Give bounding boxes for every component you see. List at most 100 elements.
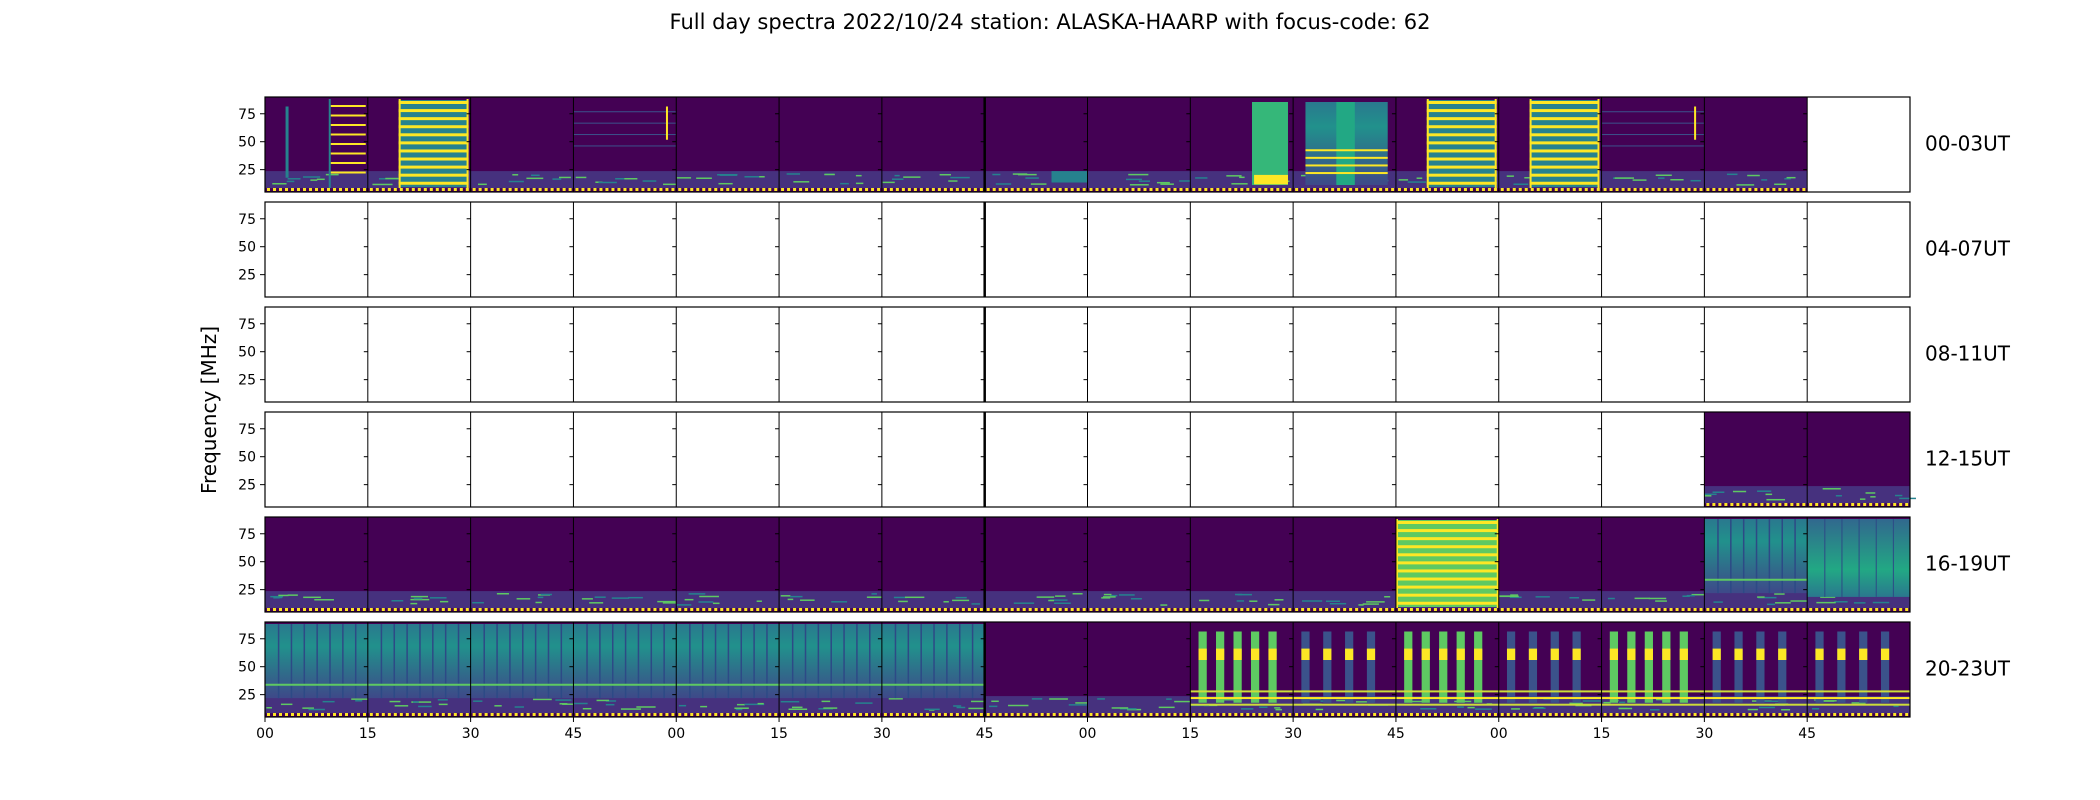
marker-dot xyxy=(435,188,439,191)
marker-dot xyxy=(720,608,724,611)
marker-dot xyxy=(1270,713,1274,716)
marker-dot xyxy=(973,188,977,191)
noise-band xyxy=(1190,591,1294,609)
marker-dot xyxy=(484,188,488,191)
noise-speck xyxy=(1758,596,1777,599)
noise-speck xyxy=(278,594,289,597)
noise-speck xyxy=(1226,175,1242,177)
marker-dot xyxy=(496,188,500,191)
noise-speck xyxy=(855,174,862,177)
noise-speck xyxy=(1012,173,1028,175)
marker-dot xyxy=(756,713,760,716)
marker-dot xyxy=(671,188,675,191)
marker-dot xyxy=(768,713,772,716)
marker-dot xyxy=(1524,188,1528,191)
marker-dot xyxy=(937,188,941,191)
noise-band xyxy=(984,696,1088,714)
marker-dot xyxy=(357,713,360,716)
marker-dot xyxy=(593,608,597,611)
marker-dot xyxy=(732,608,736,611)
marker-dot xyxy=(937,608,941,611)
marker-dot xyxy=(1542,608,1546,611)
noise-speck xyxy=(1510,594,1519,596)
spectrum-block xyxy=(1807,622,1910,717)
noise-speck xyxy=(821,700,831,703)
noise-speck xyxy=(1013,602,1035,604)
marker-dot xyxy=(1718,608,1722,611)
marker-dot xyxy=(708,608,712,611)
marker-dot xyxy=(1010,713,1014,716)
noise-speck xyxy=(1656,698,1666,701)
noise-speck xyxy=(1329,602,1347,605)
noise-speck xyxy=(1249,600,1258,602)
marker-dot xyxy=(1222,713,1226,716)
marker-dot xyxy=(696,608,700,611)
marker-dot xyxy=(1869,503,1873,506)
marker-dot xyxy=(1173,713,1177,716)
signal-edge xyxy=(1529,99,1532,188)
marker-dot xyxy=(1802,608,1806,611)
marker-dot xyxy=(1397,713,1401,716)
noise-speck xyxy=(628,596,643,599)
stripe xyxy=(1198,631,1207,703)
marker-dot xyxy=(1778,608,1782,611)
noise-speck xyxy=(759,176,765,178)
marker-dot xyxy=(823,608,827,611)
marker-dot xyxy=(690,188,694,191)
signal-line xyxy=(328,99,331,188)
signal-band xyxy=(398,149,469,153)
marker-dot xyxy=(453,713,457,716)
marker-dot xyxy=(605,188,609,191)
marker-dot xyxy=(532,608,536,611)
signal-band xyxy=(1807,690,1910,693)
marker-dot xyxy=(544,713,548,716)
marker-dot xyxy=(1282,713,1286,716)
marker-dot xyxy=(429,188,433,191)
noise-speck xyxy=(1036,596,1055,598)
marker-dot xyxy=(568,188,572,191)
grid-line xyxy=(869,624,871,699)
stripe xyxy=(1880,631,1890,703)
noise-speck xyxy=(413,597,423,600)
noise-speck xyxy=(1506,175,1514,177)
signal-band xyxy=(398,157,469,161)
signal-band xyxy=(1704,690,1808,693)
marker-dot xyxy=(1119,608,1123,611)
spectrum-block xyxy=(1087,622,1191,717)
noise-speck xyxy=(611,597,630,599)
marker-dot xyxy=(1264,713,1268,716)
marker-dot xyxy=(647,188,651,191)
marker-dot xyxy=(653,608,657,611)
noise-speck xyxy=(512,174,519,176)
signal-band xyxy=(1529,101,1600,104)
marker-dot xyxy=(1706,503,1710,506)
marker-dot xyxy=(1784,188,1788,191)
marker-dot xyxy=(653,188,657,191)
noise-speck xyxy=(855,182,864,185)
marker-dot xyxy=(1125,188,1129,191)
marker-dot xyxy=(1802,503,1806,506)
marker-dot xyxy=(599,608,603,611)
x-tick-label: 45 xyxy=(1798,726,1816,742)
marker-dot xyxy=(1101,713,1105,716)
marker-dot xyxy=(1669,608,1673,611)
noise-speck xyxy=(1109,594,1118,597)
noise-speck xyxy=(582,707,592,710)
marker-dot xyxy=(1016,188,1020,191)
marker-dot xyxy=(1451,608,1455,611)
marker-dot xyxy=(823,188,827,191)
marker-dot xyxy=(1809,608,1813,611)
y-tick-label: 75 xyxy=(238,527,256,543)
marker-dot xyxy=(1845,503,1849,506)
signal-band xyxy=(1395,703,1499,706)
marker-dot xyxy=(291,608,294,611)
marker-dot xyxy=(303,713,306,716)
noise-speck xyxy=(1524,177,1535,179)
marker-dot xyxy=(774,713,778,716)
noise-speck xyxy=(1031,698,1043,700)
marker-dot xyxy=(1107,188,1111,191)
marker-dot xyxy=(1361,713,1365,716)
y-tick-label: 50 xyxy=(238,135,256,151)
marker-dot xyxy=(1645,188,1649,191)
noise-speck xyxy=(1101,597,1111,599)
